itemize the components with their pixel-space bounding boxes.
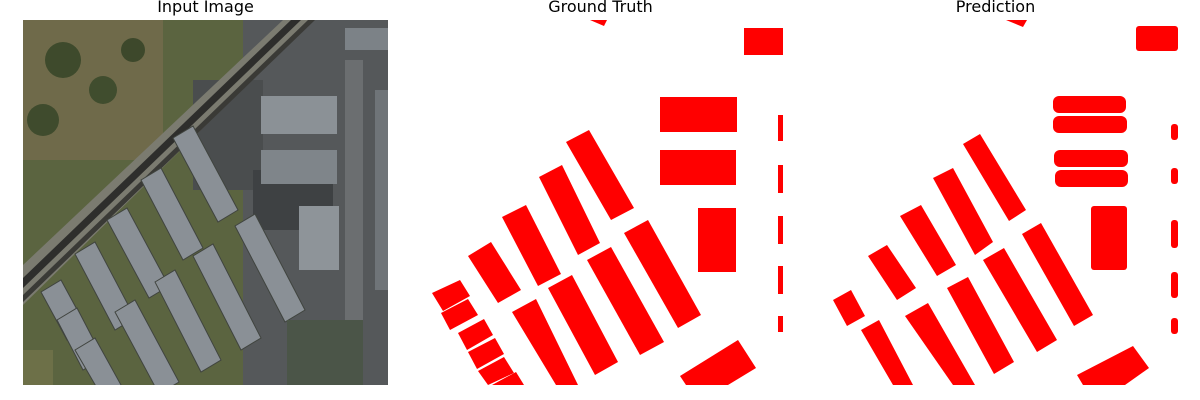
pred-building [1171, 220, 1178, 248]
pred-building [963, 134, 1026, 221]
input-image [23, 20, 388, 385]
gt-building [468, 338, 504, 369]
pred-building [868, 245, 916, 300]
gt-building [590, 20, 607, 26]
ground-truth-mask [418, 20, 783, 385]
input-image-title: Input Image [157, 0, 254, 16]
gt-building [624, 220, 701, 328]
pred-building [1171, 124, 1178, 140]
gt-building [680, 340, 756, 385]
gt-building [778, 316, 783, 332]
pred-building [1171, 168, 1178, 184]
gt-building [458, 319, 493, 350]
gt-building [492, 372, 524, 385]
gt-building [441, 299, 478, 330]
pred-building [1022, 223, 1093, 326]
gt-building [660, 97, 737, 132]
gt-building [744, 28, 783, 55]
pred-building [1091, 206, 1127, 270]
prediction-svg [813, 20, 1178, 385]
pred-building [1077, 346, 1149, 385]
pred-building [1055, 170, 1128, 187]
prediction-title: Prediction [955, 0, 1036, 16]
pred-building [1053, 116, 1127, 133]
gt-building [502, 205, 561, 286]
pred-building [905, 303, 975, 385]
gt-building [778, 266, 783, 294]
gt-building [512, 299, 578, 385]
gt-building [478, 357, 514, 385]
prediction-mask [813, 20, 1178, 385]
pred-building [1006, 20, 1027, 27]
pred-building [833, 290, 865, 326]
aerial-photo [23, 20, 388, 385]
gt-building [539, 165, 600, 255]
gt-building [587, 247, 664, 355]
pred-building [861, 320, 913, 385]
pred-building [947, 277, 1014, 374]
pred-building [1054, 150, 1128, 167]
gt-building [698, 208, 736, 272]
pred-building [1136, 26, 1178, 51]
gt-building [660, 150, 736, 185]
gt-building [548, 275, 618, 375]
ground-truth-title: Ground Truth [548, 0, 653, 16]
pred-building [900, 205, 956, 276]
pred-building [1053, 96, 1126, 113]
gt-building [566, 130, 634, 220]
gt-building [778, 115, 783, 141]
gt-building [432, 280, 470, 311]
gt-building [778, 165, 783, 193]
gt-building [778, 216, 783, 244]
pred-building [983, 248, 1057, 352]
pred-building [1171, 318, 1178, 334]
ground-truth-svg [418, 20, 783, 385]
pred-building [933, 168, 993, 255]
pred-building [1171, 272, 1178, 298]
gt-building [468, 242, 521, 303]
